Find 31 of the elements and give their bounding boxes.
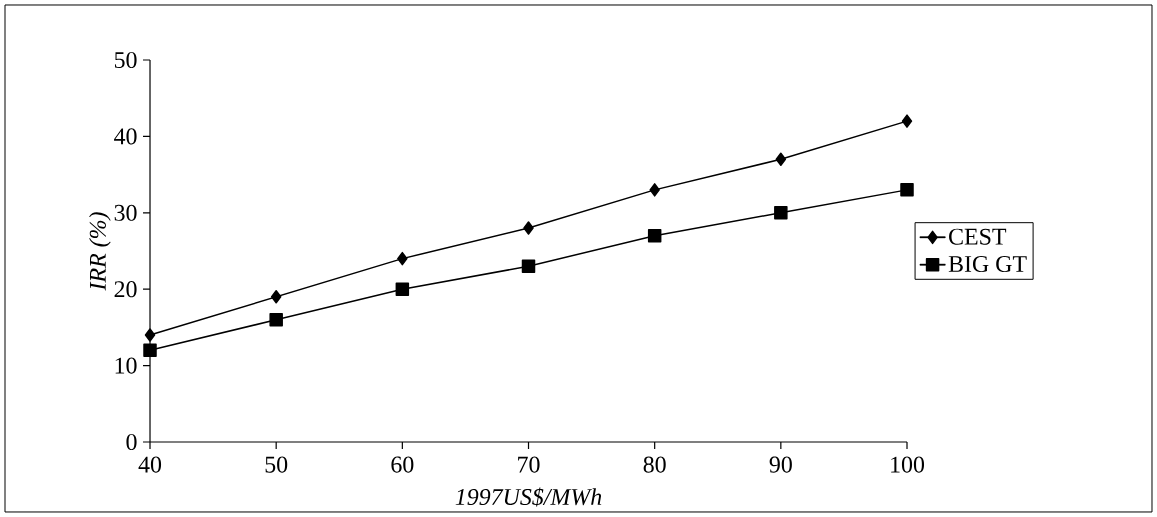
point [647,228,662,243]
x-tick-label: 70 [518,456,540,473]
x-tick-label: 40 [138,456,162,473]
x-tick-label: 60 [391,456,414,473]
x-tick-label: 100 [891,456,925,473]
point [775,152,787,167]
point [523,221,534,235]
point [395,282,410,296]
point [270,290,282,304]
legend-label: CEST [949,228,1007,245]
point [649,183,660,197]
y-tick-label: 20 [114,281,137,298]
y-tick-label: 10 [115,357,137,374]
y-tick-label: 40 [114,128,137,145]
point [521,259,536,274]
point [774,206,788,220]
x-tick-label: 80 [643,456,666,473]
x-tick-label: 90 [769,456,792,473]
point [900,183,914,197]
point [143,343,157,358]
y-tick-label: 0 [126,433,137,451]
point [901,114,913,128]
point [144,328,156,342]
legend-label: BIG GT [948,255,1027,273]
y-tick-label: 50 [114,51,137,69]
x-axis-title: 1997US$/MWh [455,487,602,507]
point [269,313,283,327]
y-tick-label: 30 [114,204,137,221]
point [397,251,408,266]
x-tick-label: 50 [265,456,288,473]
y-axis-title: IRR (%) [89,212,111,291]
